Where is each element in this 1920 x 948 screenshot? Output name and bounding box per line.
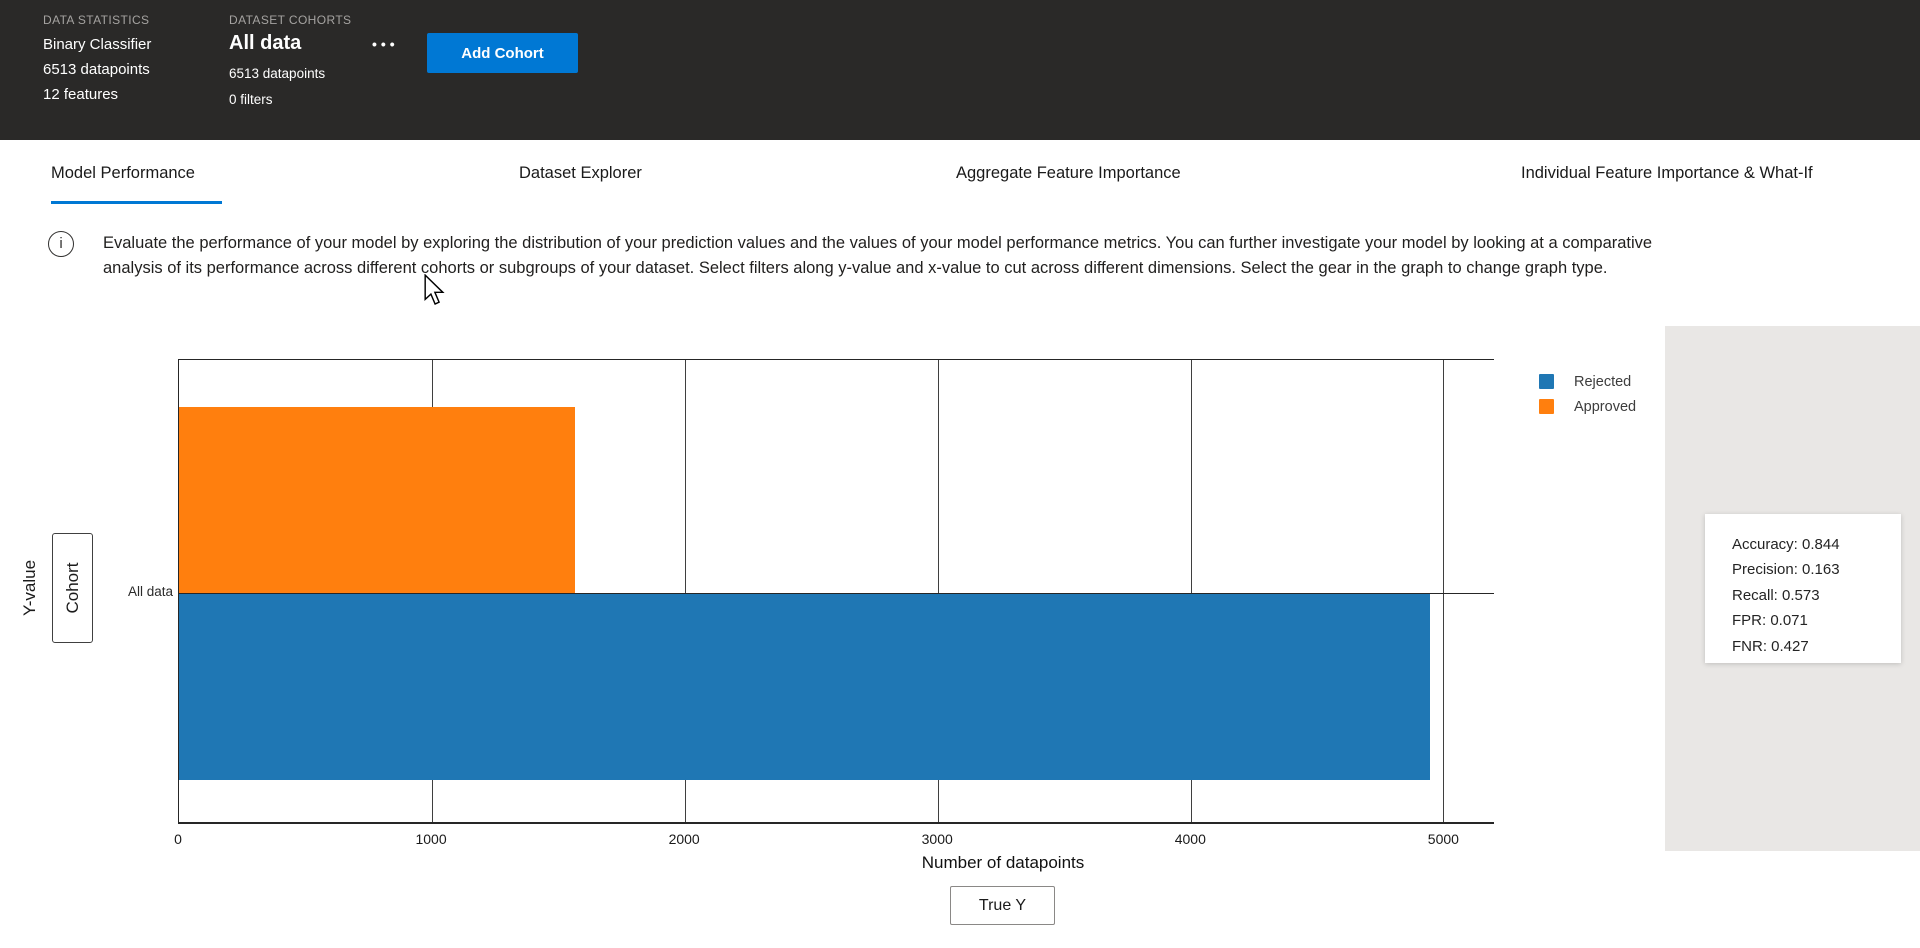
x-tick-label: 4000 bbox=[1174, 831, 1206, 847]
y-axis-selector-button[interactable]: Cohort bbox=[52, 533, 93, 643]
tab-model-performance[interactable]: Model Performance bbox=[51, 164, 195, 182]
metrics-side-panel: Accuracy: 0.844 Precision: 0.163 Recall:… bbox=[1665, 326, 1920, 851]
x-tick-label: 5000 bbox=[1427, 831, 1459, 847]
x-axis-ticks: 0 1000 2000 3000 4000 5000 bbox=[174, 831, 1494, 851]
legend-label-approved: Approved bbox=[1574, 398, 1637, 415]
x-tick-label: 0 bbox=[174, 831, 182, 847]
x-axis-selector-button[interactable]: True Y bbox=[950, 886, 1055, 925]
bar-rejected[interactable] bbox=[179, 594, 1431, 780]
x-tick-label: 2000 bbox=[668, 831, 700, 847]
features-count-text: 12 features bbox=[43, 86, 119, 103]
active-tab-underline bbox=[51, 201, 222, 204]
info-description-text: Evaluate the performance of your model b… bbox=[103, 234, 1653, 278]
metric-recall: Recall: 0.573 bbox=[1732, 586, 1820, 604]
x-gridline bbox=[684, 360, 686, 822]
x-axis-title: Number of datapoints bbox=[921, 853, 1085, 872]
tab-individual-feature-importance[interactable]: Individual Feature Importance & What-If bbox=[1521, 164, 1813, 182]
datapoints-count-text: 6513 datapoints bbox=[43, 61, 150, 78]
y-axis-title: Y-value bbox=[20, 559, 39, 617]
x-gridline bbox=[937, 360, 939, 822]
y-axis-selector-label: Cohort bbox=[62, 562, 82, 614]
chart-legend: Rejected Approved bbox=[1539, 369, 1636, 419]
legend-item-rejected[interactable]: Rejected bbox=[1539, 369, 1636, 394]
cohort-name[interactable]: All data bbox=[229, 32, 302, 54]
legend-swatch-rejected-icon bbox=[1539, 374, 1554, 389]
add-cohort-button[interactable]: Add Cohort bbox=[427, 33, 578, 73]
mouse-cursor-icon bbox=[424, 274, 445, 305]
tab-dataset-explorer[interactable]: Dataset Explorer bbox=[519, 164, 642, 182]
model-type-text: Binary Classifier bbox=[43, 36, 152, 53]
top-header: DATA STATISTICS Binary Classifier 6513 d… bbox=[0, 0, 1920, 140]
x-gridline bbox=[1443, 360, 1445, 822]
cohort-more-options-icon[interactable]: ••• bbox=[372, 36, 399, 52]
tab-aggregate-feature-importance[interactable]: Aggregate Feature Importance bbox=[956, 164, 1181, 182]
data-statistics-label: DATA STATISTICS bbox=[43, 13, 150, 27]
metric-accuracy: Accuracy: 0.844 bbox=[1732, 536, 1840, 553]
x-gridline bbox=[1190, 360, 1192, 822]
bar-approved[interactable] bbox=[179, 407, 576, 593]
dataset-cohorts-label: DATASET COHORTS bbox=[229, 13, 352, 27]
x-tick-label: 3000 bbox=[921, 831, 953, 847]
info-icon: i bbox=[48, 231, 74, 257]
cohort-datapoints-text: 6513 datapoints bbox=[229, 66, 326, 81]
x-tick-label: 1000 bbox=[415, 831, 447, 847]
metric-fpr: FPR: 0.071 bbox=[1732, 612, 1808, 630]
y-tick-all-data: All data bbox=[127, 584, 173, 599]
metric-precision: Precision: 0.163 bbox=[1732, 561, 1840, 579]
legend-label-rejected: Rejected bbox=[1574, 373, 1632, 390]
metrics-card: Accuracy: 0.844 Precision: 0.163 Recall:… bbox=[1705, 514, 1901, 663]
legend-item-approved[interactable]: Approved bbox=[1539, 394, 1636, 419]
category-axis-line bbox=[179, 593, 1494, 594]
legend-swatch-approved-icon bbox=[1539, 399, 1554, 414]
metric-fnr: FNR: 0.427 bbox=[1732, 637, 1809, 655]
plot-area bbox=[178, 359, 1494, 824]
cohort-filters-text: 0 filters bbox=[229, 92, 273, 107]
